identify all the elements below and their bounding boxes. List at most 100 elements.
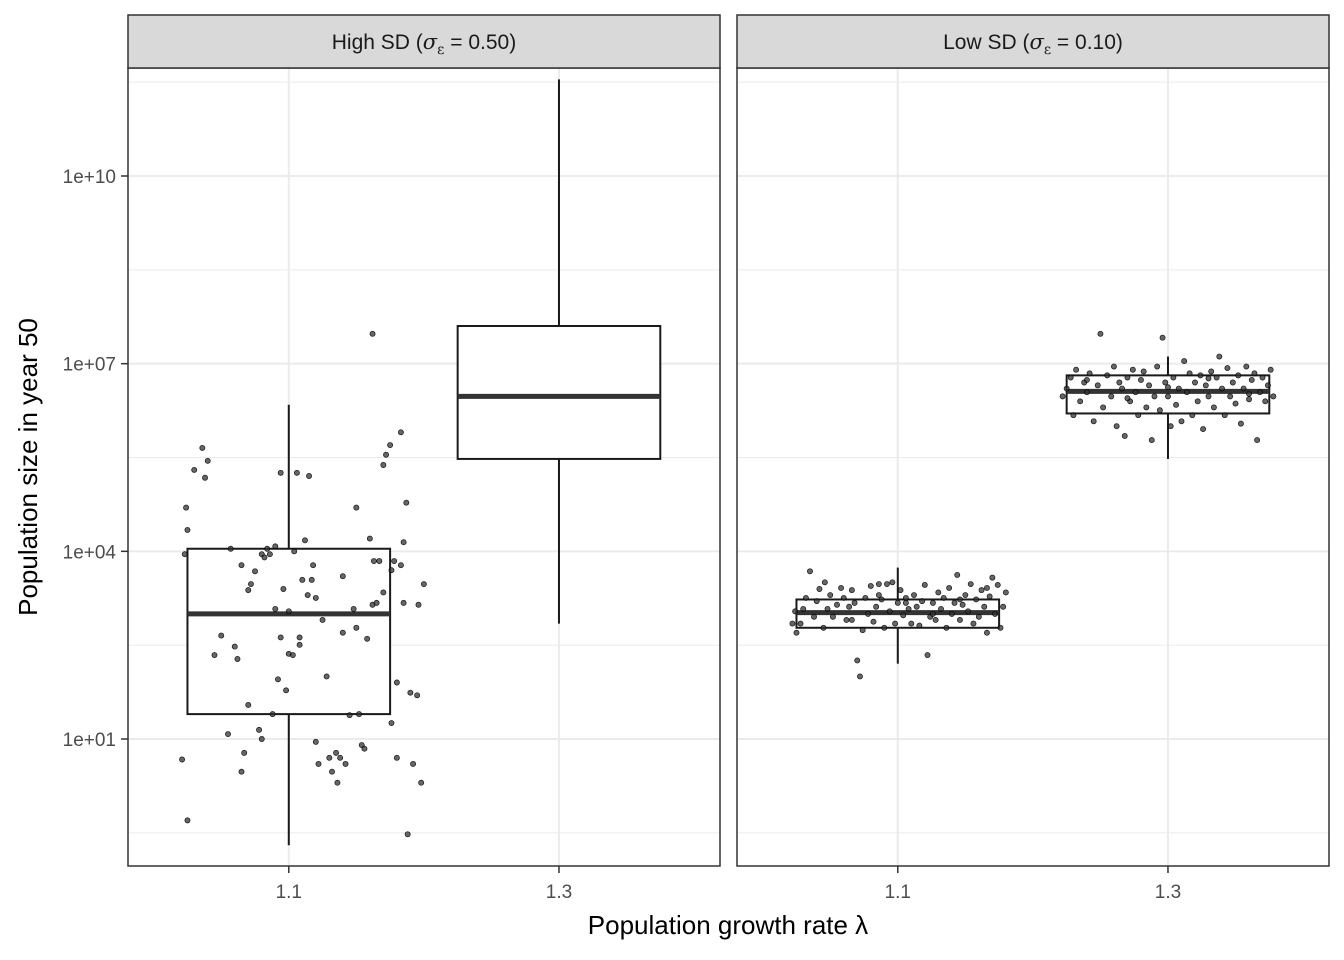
data-point — [994, 582, 1001, 588]
data-point — [838, 584, 844, 591]
data-point — [862, 594, 869, 601]
box-iqr — [456, 325, 662, 460]
data-point — [956, 617, 963, 623]
data-point — [959, 601, 966, 608]
data-point — [793, 629, 800, 636]
data-point — [821, 579, 828, 586]
data-point — [1254, 437, 1261, 444]
data-point — [1113, 423, 1120, 430]
data-point — [854, 657, 861, 664]
data-point — [227, 545, 234, 552]
data-point — [846, 603, 853, 610]
boxplot-1.3 — [456, 79, 662, 624]
data-point — [1221, 412, 1228, 419]
facet-strip-1: High SD (σε = 0.50) — [127, 14, 721, 69]
data-point — [1059, 393, 1066, 400]
data-point — [1229, 379, 1236, 386]
data-point — [329, 768, 335, 775]
data-point — [1186, 370, 1193, 377]
data-point — [1143, 404, 1150, 411]
facet-title-value: = 0.10) — [1051, 31, 1123, 54]
data-point — [218, 632, 225, 639]
data-point — [1070, 412, 1077, 419]
x-axis-ticks: 1.1 1.3 1.1 1.3 — [276, 866, 1181, 903]
data-point — [231, 643, 238, 650]
x-axis-title: Population growth rate λ — [588, 910, 868, 940]
data-point — [1178, 418, 1185, 425]
data-point — [202, 474, 208, 481]
data-point — [881, 624, 888, 631]
data-point — [1124, 395, 1131, 402]
data-point — [1086, 370, 1093, 377]
data-point — [975, 613, 982, 620]
data-point — [181, 551, 188, 558]
data-point — [1146, 382, 1153, 389]
data-point — [935, 589, 942, 596]
data-point — [816, 586, 823, 592]
data-point — [857, 673, 863, 680]
data-point — [397, 562, 404, 569]
data-point — [199, 444, 206, 451]
data-point — [369, 330, 376, 337]
data-point — [932, 617, 939, 623]
data-point — [356, 711, 362, 718]
data-point — [1119, 385, 1125, 392]
data-point — [293, 469, 300, 476]
data-point — [1135, 412, 1142, 419]
data-point — [211, 652, 218, 658]
x-tick-label: 1.3 — [546, 882, 572, 903]
data-point — [304, 592, 311, 599]
data-point — [407, 689, 414, 696]
data-point — [333, 749, 340, 756]
data-point — [296, 641, 303, 648]
data-point — [1192, 379, 1198, 386]
data-point — [908, 620, 915, 627]
data-point — [1200, 426, 1207, 433]
y-tick-label: 1e+07 — [63, 355, 116, 376]
facet-panel-2: Low SD (σε = 0.10) — [736, 14, 1330, 867]
data-point — [943, 624, 950, 631]
data-point — [1181, 358, 1188, 365]
data-point — [1167, 423, 1174, 430]
data-point — [289, 652, 296, 658]
data-point — [848, 617, 855, 623]
data-point — [1162, 379, 1169, 386]
data-point — [415, 601, 422, 608]
data-point — [978, 587, 985, 594]
data-point — [1210, 404, 1217, 411]
data-point — [256, 726, 263, 733]
data-point — [889, 579, 896, 586]
data-point — [1205, 375, 1212, 382]
data-point — [983, 629, 990, 636]
data-point — [894, 599, 901, 606]
facet-title-sigma: σ — [423, 30, 438, 54]
data-point — [992, 610, 999, 617]
data-point — [380, 589, 387, 596]
data-point — [391, 558, 398, 564]
data-point — [272, 605, 279, 612]
data-point — [414, 692, 421, 699]
data-point — [892, 620, 899, 627]
data-point — [919, 598, 926, 605]
data-point — [383, 451, 390, 458]
data-point — [859, 627, 866, 634]
data-point — [400, 539, 407, 546]
data-point — [1240, 385, 1247, 392]
data-point — [1243, 363, 1250, 370]
data-point — [981, 603, 988, 610]
box-iqr — [186, 547, 392, 716]
data-point — [1097, 330, 1104, 337]
data-point — [986, 593, 993, 600]
data-point — [929, 610, 936, 617]
data-point — [840, 594, 847, 601]
data-point — [1175, 385, 1182, 392]
data-point — [843, 617, 850, 623]
data-point — [902, 594, 909, 601]
facet-title-sigma: σ — [1029, 30, 1044, 54]
data-point — [884, 581, 890, 587]
data-point — [867, 582, 874, 589]
data-point — [878, 596, 885, 603]
data-point — [824, 605, 831, 612]
data-point — [948, 610, 955, 617]
data-point — [272, 543, 279, 550]
